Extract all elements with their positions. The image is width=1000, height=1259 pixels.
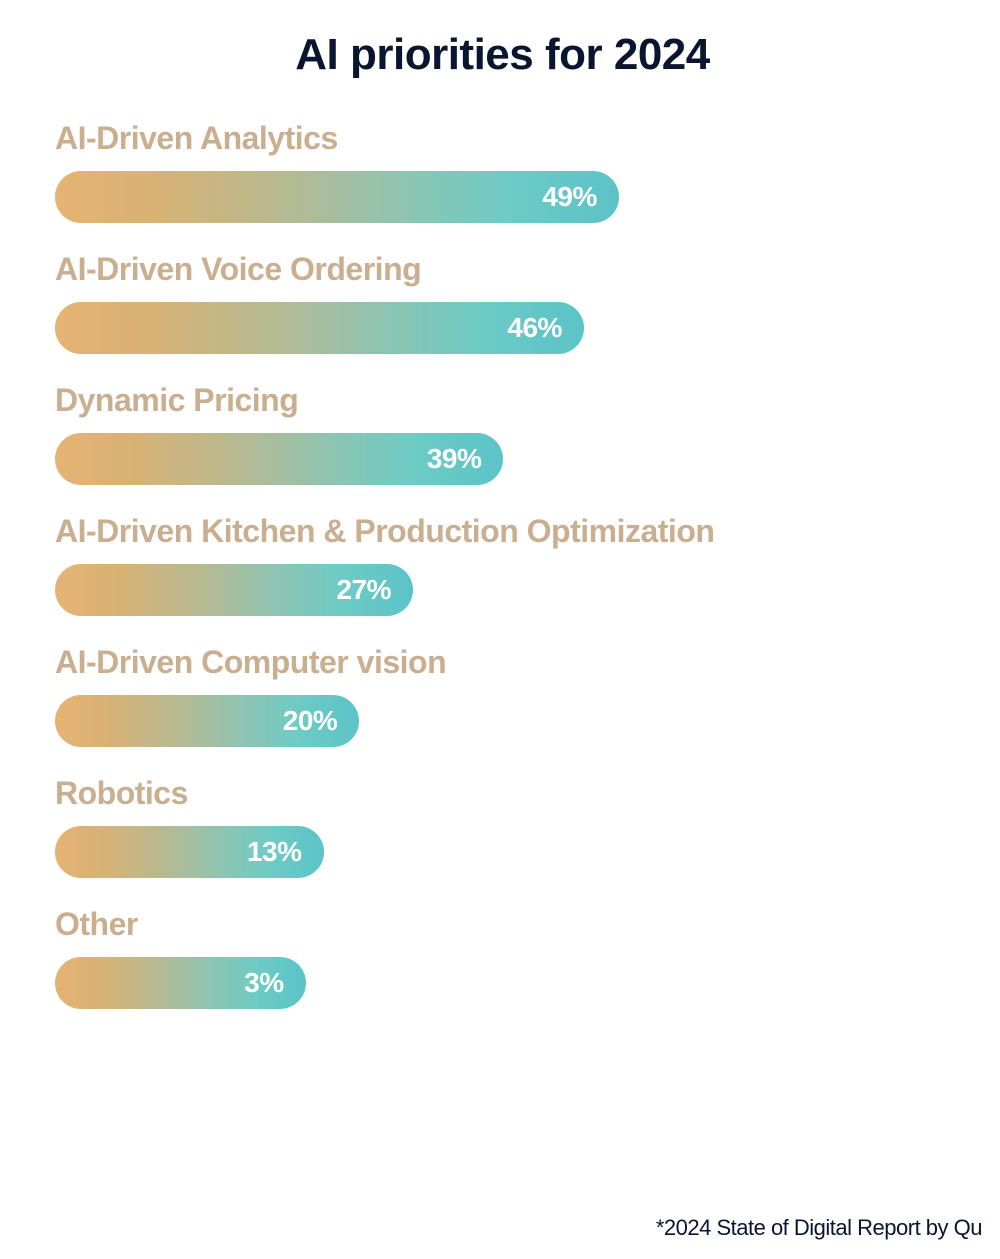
- bar-row: Robotics 13%: [55, 775, 950, 878]
- chart-container: AI priorities for 2024 AI-Driven Analyti…: [0, 0, 1000, 1067]
- bar-value: 27%: [336, 574, 391, 606]
- bar-label: Robotics: [55, 775, 950, 812]
- bar-row: Other 3%: [55, 906, 950, 1009]
- bar-fill: 46%: [55, 302, 584, 354]
- bar-track: 13%: [55, 826, 950, 878]
- bar-track: 49%: [55, 171, 950, 223]
- bar-value: 49%: [542, 181, 597, 213]
- bar-label: Dynamic Pricing: [55, 382, 950, 419]
- bar-value: 46%: [507, 312, 562, 344]
- bar-track: 3%: [55, 957, 950, 1009]
- bar-label: Other: [55, 906, 950, 943]
- bar-fill: 39%: [55, 433, 503, 485]
- bar-row: Dynamic Pricing 39%: [55, 382, 950, 485]
- bar-row: AI-Driven Computer vision 20%: [55, 644, 950, 747]
- bar-track: 20%: [55, 695, 950, 747]
- bar-fill: 13%: [55, 826, 324, 878]
- bar-fill: 27%: [55, 564, 413, 616]
- bar-track: 27%: [55, 564, 950, 616]
- bar-value: 20%: [283, 705, 338, 737]
- bar-value: 39%: [427, 443, 482, 475]
- bar-track: 46%: [55, 302, 950, 354]
- chart-title: AI priorities for 2024: [55, 30, 950, 80]
- bar-track: 39%: [55, 433, 950, 485]
- bar-value: 3%: [244, 967, 283, 999]
- bar-fill: 3%: [55, 957, 306, 1009]
- footnote: *2024 State of Digital Report by Qu: [656, 1215, 982, 1241]
- bar-row: AI-Driven Voice Ordering 46%: [55, 251, 950, 354]
- bar-fill: 20%: [55, 695, 359, 747]
- bar-fill: 49%: [55, 171, 619, 223]
- bar-label: AI-Driven Kitchen & Production Optimizat…: [55, 513, 950, 550]
- bar-value: 13%: [247, 836, 302, 868]
- bar-label: AI-Driven Analytics: [55, 120, 950, 157]
- bar-label: AI-Driven Computer vision: [55, 644, 950, 681]
- bar-label: AI-Driven Voice Ordering: [55, 251, 950, 288]
- bar-row: AI-Driven Kitchen & Production Optimizat…: [55, 513, 950, 616]
- bar-row: AI-Driven Analytics 49%: [55, 120, 950, 223]
